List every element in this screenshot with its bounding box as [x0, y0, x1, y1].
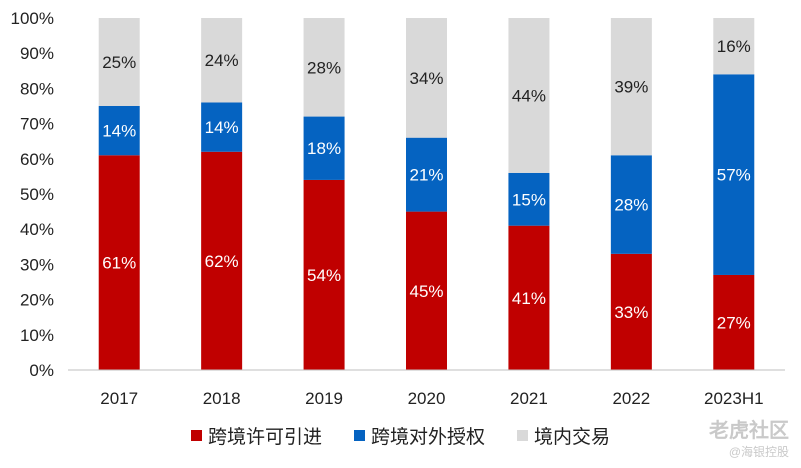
data-label: 33%	[614, 303, 648, 322]
bar-segment	[98, 18, 140, 106]
chart: 0% 10% 20% 30% 40% 50% 60% 70% 80% 90% 100% 61% 14%…	[11, 9, 785, 408]
data-label: 45%	[409, 282, 443, 301]
x-tick-label: 2019	[305, 389, 343, 408]
x-tick-label: 2021	[510, 389, 548, 408]
bar-segment	[98, 155, 140, 370]
bar-segment	[406, 211, 447, 370]
data-label: 34%	[409, 69, 443, 88]
bar-segment	[713, 74, 755, 275]
watermark-main: 老虎社区	[709, 420, 789, 442]
data-label: 39%	[614, 78, 648, 97]
legend-item-out-licensing: 跨境对外授权	[353, 422, 485, 449]
y-tick-label: 20%	[20, 291, 54, 310]
bar-segment	[508, 172, 550, 226]
legend-item-domestic: 境内交易	[517, 422, 610, 449]
y-tick-label: 0%	[29, 361, 54, 380]
data-label: 25%	[102, 53, 136, 72]
bars: 61% 14% 25% 62% 14% 24% 54% 18% 28% 45% 21% 34% 41% 1…	[98, 18, 755, 370]
y-tick-label: 90%	[20, 44, 54, 63]
x-tick-label: 2017	[100, 389, 138, 408]
data-label: 44%	[512, 86, 546, 105]
y-tick-label: 80%	[20, 79, 54, 98]
x-axis: 2017 2018 2019 2020 2021 2022 2023H1	[68, 369, 785, 408]
bar-segment	[713, 274, 755, 370]
data-label: 14%	[205, 118, 239, 137]
x-tick-label: 2023H1	[704, 389, 764, 408]
data-label: 61%	[102, 254, 136, 273]
data-label: 28%	[614, 196, 648, 215]
data-label: 27%	[717, 313, 751, 332]
legend-item-licensing-in: 跨境许可引进	[190, 422, 322, 449]
y-tick-label: 50%	[20, 185, 54, 204]
data-label: 24%	[205, 51, 239, 70]
bar-segment	[406, 18, 447, 138]
data-label: 21%	[409, 166, 443, 185]
y-axis: 0% 10% 20% 30% 40% 50% 60% 70% 80% 90% 100%	[11, 9, 54, 380]
data-label: 15%	[512, 190, 546, 209]
watermark-sub: @海银控股	[728, 445, 789, 459]
legend-label-licensing-in: 跨境许可引进	[207, 427, 322, 448]
bar-segment	[303, 18, 345, 117]
bar-segment	[98, 106, 140, 156]
data-label: 54%	[307, 266, 341, 285]
bar-segment	[610, 155, 652, 254]
bar-segment	[201, 102, 243, 152]
bar-segment	[713, 18, 755, 75]
y-tick-label: 100%	[11, 9, 54, 28]
bar-segment	[303, 116, 345, 180]
y-tick-label: 40%	[20, 220, 54, 239]
data-label: 57%	[717, 166, 751, 185]
y-tick-label: 70%	[20, 115, 54, 134]
bar-segment	[610, 253, 652, 370]
data-label: 14%	[102, 122, 136, 141]
bar-segment	[508, 225, 550, 370]
data-label: 62%	[205, 252, 239, 271]
bar-segment	[201, 18, 243, 103]
x-tick-label: 2022	[612, 389, 650, 408]
legend-swatch-domestic	[517, 430, 528, 441]
watermark: 老虎社区 @海银控股	[709, 414, 789, 460]
legend-swatch-out-licensing	[353, 430, 365, 441]
x-tick-label: 2018	[203, 389, 241, 408]
bar-segment	[303, 179, 345, 370]
y-tick-label: 30%	[20, 255, 54, 274]
legend-label-out-licensing: 跨境对外授权	[370, 427, 485, 448]
data-label: 28%	[307, 58, 341, 77]
y-tick-label: 60%	[20, 150, 54, 169]
legend-swatch-licensing-in	[190, 430, 202, 441]
bar-segment	[508, 18, 550, 173]
bar-segment	[610, 18, 652, 156]
data-label: 16%	[717, 37, 751, 56]
bar-segment	[201, 151, 243, 370]
data-label: 41%	[512, 289, 546, 308]
data-label: 18%	[307, 139, 341, 158]
legend: 跨境许可引进 跨境对外授权 境内交易	[0, 422, 801, 449]
legend-label-domestic: 境内交易	[534, 427, 611, 448]
x-tick-label: 2020	[408, 389, 446, 408]
y-tick-label: 10%	[20, 326, 54, 345]
bar-segment	[406, 137, 447, 212]
